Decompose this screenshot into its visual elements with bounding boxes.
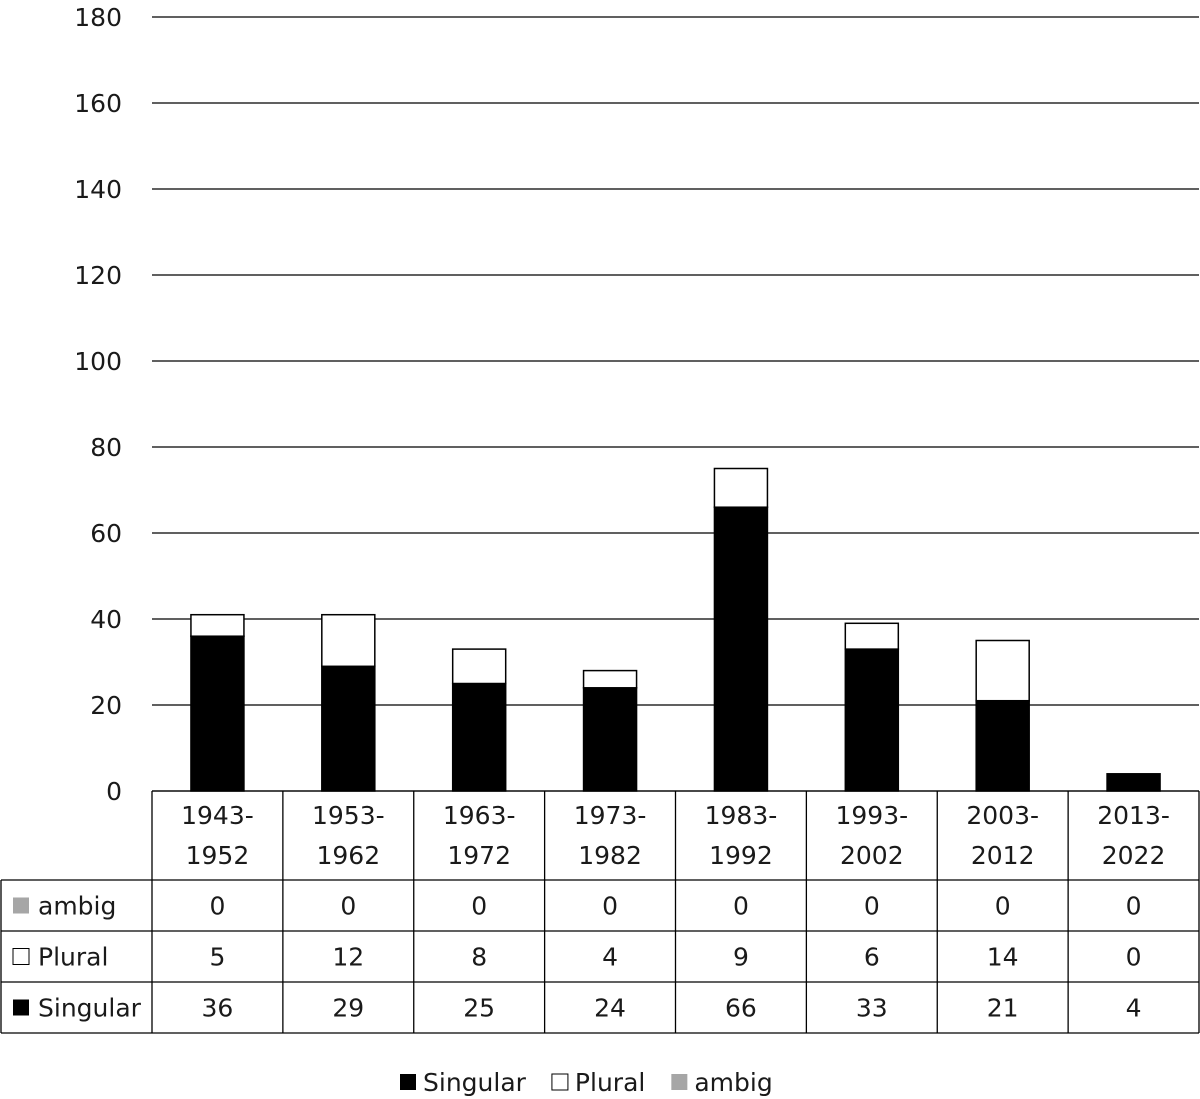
table-cell-value: 0 <box>733 892 749 921</box>
table-cell-value: 12 <box>332 943 364 972</box>
y-tick-label: 40 <box>90 605 122 634</box>
x-category-label: 2012 <box>971 841 1035 870</box>
bars <box>190 467 1161 792</box>
bar-singular <box>321 665 376 792</box>
table-cell-value: 0 <box>602 892 618 921</box>
table-legend-key-ambig <box>13 897 29 914</box>
table-cell-value: 6 <box>864 943 880 972</box>
x-category-label: 2003- <box>966 801 1039 830</box>
legend: Singular Plural ambig <box>400 1068 773 1097</box>
bar-singular <box>975 699 1030 792</box>
y-tick-label: 140 <box>74 175 122 204</box>
table-row-label: ambig <box>38 892 116 921</box>
legend-label: Singular <box>423 1068 527 1097</box>
x-category-label: 1972 <box>447 841 511 870</box>
table-cell-value: 0 <box>471 892 487 921</box>
table-row-label: Singular <box>38 994 142 1023</box>
bar-singular <box>582 687 638 792</box>
table-cell-value: 36 <box>202 994 234 1023</box>
x-category-label: 1962 <box>317 841 381 870</box>
x-category-label: 2013- <box>1097 801 1170 830</box>
y-tick-label: 160 <box>74 89 122 118</box>
table-cell-value: 5 <box>209 943 225 972</box>
bar-plural <box>844 622 900 650</box>
table-cell-value: 4 <box>602 943 618 972</box>
y-axis-tick-labels: 0 20 40 60 80 100 120 140 160 180 <box>74 3 122 806</box>
x-category-label: 1953- <box>312 801 385 830</box>
bar-singular <box>713 506 769 792</box>
x-category-label: 1992 <box>709 841 773 870</box>
data-table: 1943- 1952 1953- 1962 1963- 1972 1973- 1982 1983… <box>0 790 1200 1034</box>
table-cell-value: 66 <box>725 994 757 1023</box>
x-category-label: 1982 <box>578 841 642 870</box>
y-tick-label: 0 <box>106 777 122 806</box>
y-tick-label: 60 <box>90 519 122 548</box>
x-category-label: 2002 <box>840 841 904 870</box>
table-cell-value: 0 <box>995 892 1011 921</box>
legend-key-ambig <box>671 1074 688 1090</box>
table-cell-value: 4 <box>1126 994 1142 1023</box>
legend-key-singular <box>400 1074 416 1090</box>
table-cell-value: 0 <box>1126 892 1142 921</box>
bar-plural <box>713 467 769 508</box>
x-category-label: 1993- <box>835 801 908 830</box>
bar-singular <box>1106 773 1161 792</box>
table-cell-value: 0 <box>340 892 356 921</box>
table-cell-value: 0 <box>209 892 225 921</box>
table-legend-key-singular <box>13 999 29 1016</box>
x-category-label: 1952 <box>186 841 250 870</box>
bar-plural <box>321 613 376 668</box>
y-tick-label: 20 <box>90 691 122 720</box>
table-cell-value: 29 <box>332 994 364 1023</box>
table-cell-value: 0 <box>864 892 880 921</box>
legend-key-plural <box>551 1073 569 1091</box>
y-tick-label: 100 <box>74 347 122 376</box>
y-tick-label: 180 <box>74 3 122 32</box>
table-cell-value: 25 <box>463 994 495 1023</box>
x-category-label: 1983- <box>705 801 778 830</box>
table-cell-value: 14 <box>987 943 1019 972</box>
legend-label: Plural <box>575 1068 645 1097</box>
bar-singular <box>190 635 245 792</box>
bar-plural <box>190 613 245 637</box>
y-tick-label: 120 <box>74 261 122 290</box>
bar-plural <box>975 639 1030 702</box>
gridlines <box>152 16 1199 792</box>
table-cell-value: 9 <box>733 943 749 972</box>
y-tick-label: 80 <box>90 433 122 462</box>
table-cell-value: 24 <box>594 994 626 1023</box>
x-category-label: 1973- <box>574 801 647 830</box>
legend-label: ambig <box>694 1068 772 1097</box>
table-cell-value: 33 <box>856 994 888 1023</box>
x-category-label: 2022 <box>1102 841 1166 870</box>
table-legend-key-plural <box>12 948 30 965</box>
table-row-label: Plural <box>38 943 108 972</box>
table-cell-value: 0 <box>1126 943 1142 972</box>
x-category-label: 1963- <box>443 801 516 830</box>
bar-singular <box>844 648 900 792</box>
bar-plural <box>582 669 638 689</box>
bar-singular <box>451 682 507 792</box>
table-cell-value: 8 <box>471 943 487 972</box>
bar-plural <box>451 648 507 685</box>
table-cell-value: 21 <box>987 994 1019 1023</box>
x-category-label: 1943- <box>181 801 254 830</box>
